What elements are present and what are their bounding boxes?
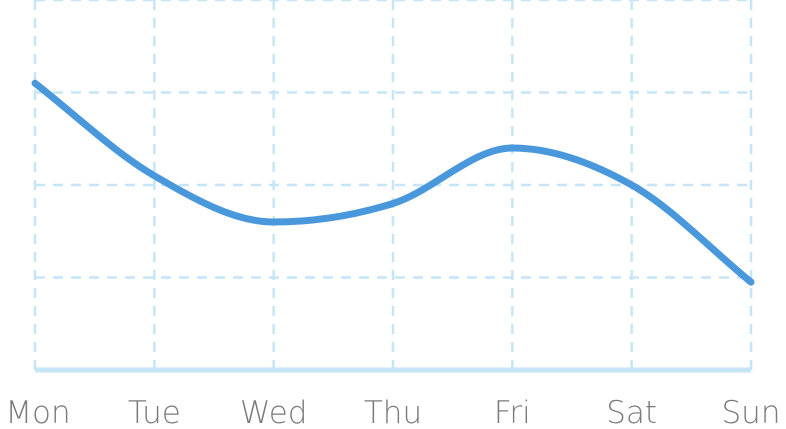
x-tick-label: Thu: [364, 395, 422, 429]
x-tick-label: Mon: [5, 395, 70, 429]
x-tick-label: Sun: [722, 395, 781, 429]
x-tick-label: Fri: [494, 395, 531, 429]
series-layer: [31, 79, 755, 286]
x-axis-tick-labels: Mon Tue Wed Thu Fri Sat Sun: [5, 395, 780, 429]
x-tick-label: Sat: [606, 395, 657, 429]
x-tick-label: Wed: [240, 395, 308, 429]
grid: [33, 0, 753, 370]
x-tick-label: Tue: [128, 395, 181, 429]
series-line: [31, 79, 755, 286]
